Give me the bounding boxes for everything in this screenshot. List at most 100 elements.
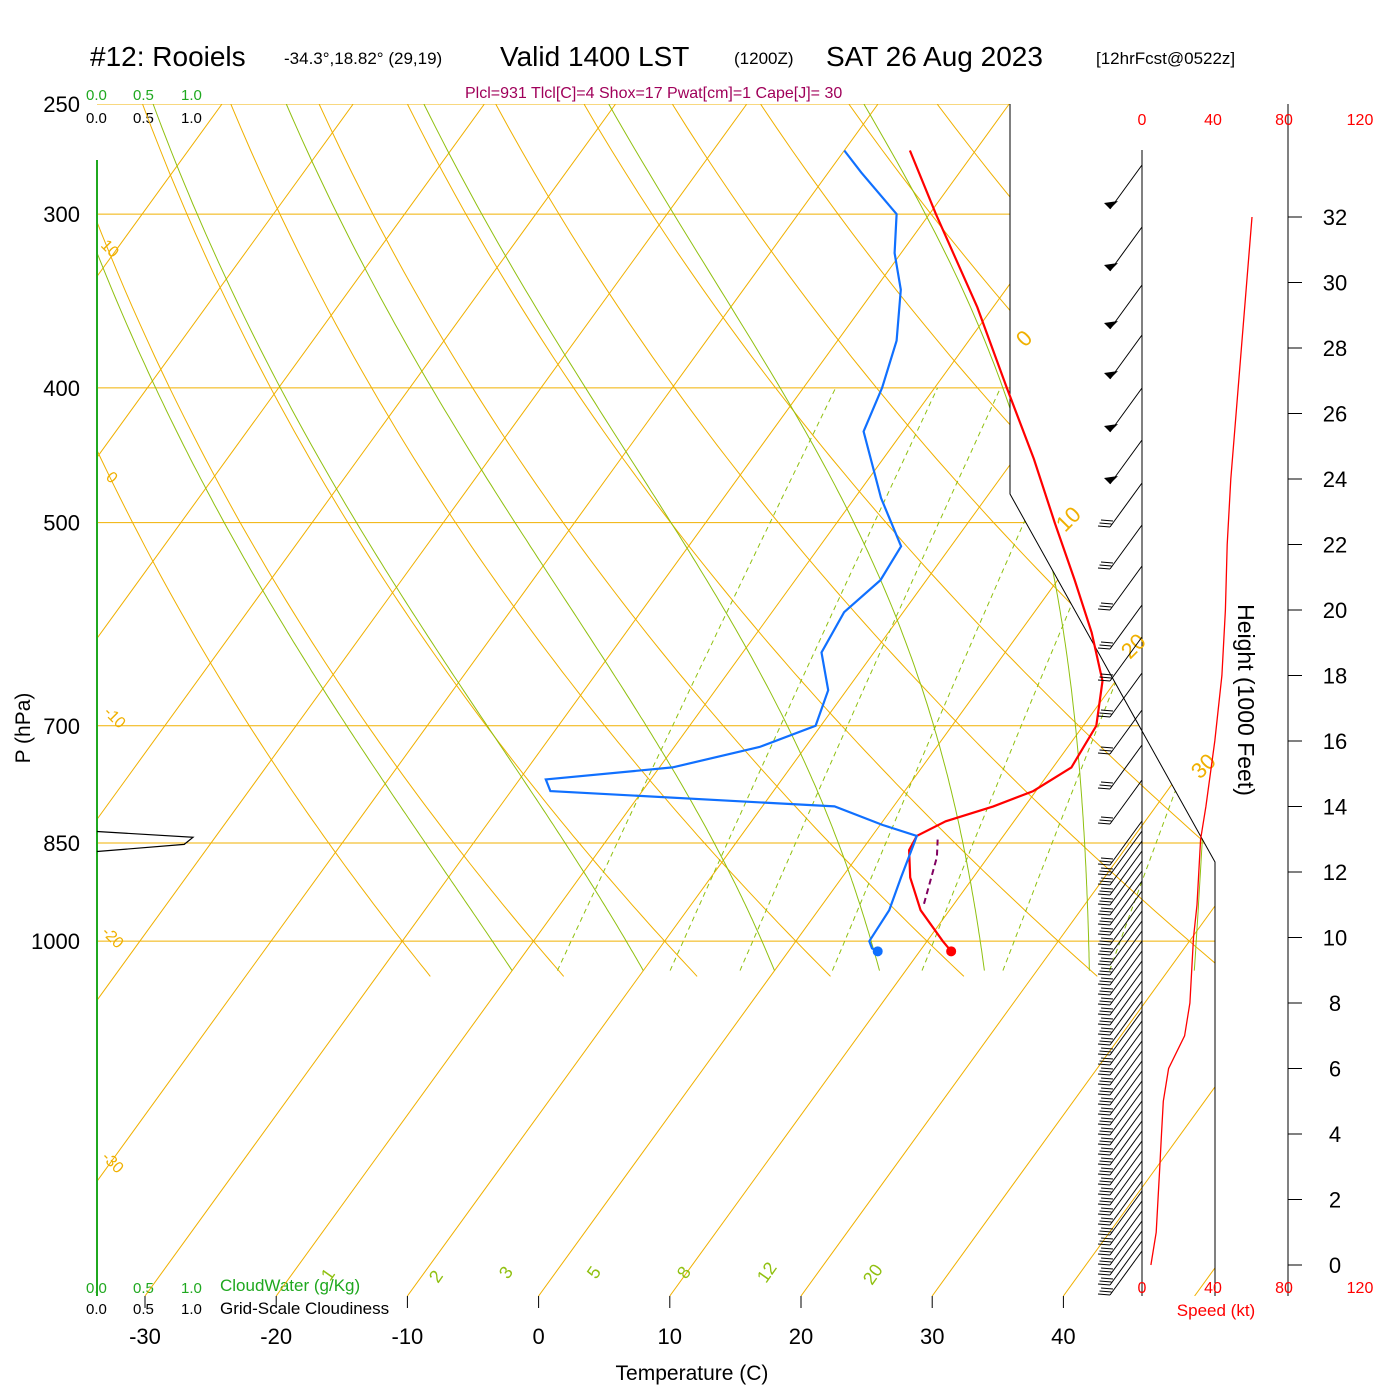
wind-barb-feather: [1100, 1107, 1114, 1110]
wind-barb-feather: [1097, 715, 1111, 718]
wind-barb-feather: [1097, 679, 1111, 682]
theta-label: 10: [1051, 502, 1086, 537]
wind-barb: [1097, 744, 1143, 790]
wind-barb-feather: [1099, 1120, 1112, 1123]
wind-barb-feather: [1100, 1047, 1114, 1050]
wind-barb-feather: [1100, 1187, 1114, 1190]
sounding-profiles: [544, 149, 1104, 957]
wind-barb-feather: [1099, 1150, 1112, 1153]
wind-barb: [1097, 1250, 1143, 1296]
wind-barb-feather: [1097, 933, 1111, 936]
speed-tick-top: 120: [1347, 112, 1374, 129]
wind-barb-feather: [1099, 1210, 1112, 1213]
wind-barb-staff: [1109, 1080, 1143, 1126]
wind-barb-staff: [1109, 779, 1143, 825]
wind-barb-staff: [1109, 1040, 1143, 1086]
bottom-cloudiness-tick-1: 0.5: [133, 1301, 154, 1318]
height-axis-title: Height (1000 Feet): [1233, 604, 1259, 796]
wind-barb: [1097, 980, 1143, 1026]
mixing-ratio-line: [1002, 387, 1215, 971]
wind-barb-feather: [1100, 1227, 1114, 1230]
wind-barb-feather: [1099, 980, 1112, 983]
isotherm: [97, 104, 879, 1296]
wind-barb-feather: [1097, 1013, 1111, 1016]
temperature-tick-label: 40: [1051, 1324, 1075, 1349]
wind-barb-feather: [1099, 880, 1112, 883]
wind-barb-feather: [1100, 1147, 1114, 1150]
station-title: #12: Rooiels: [90, 41, 246, 72]
height-tick-label: 26: [1323, 402, 1347, 427]
wind-barb-feather: [1100, 857, 1114, 860]
height-tick-label: 30: [1323, 271, 1347, 296]
wind-barb-feather: [1097, 1183, 1111, 1186]
wind-barb: [1097, 960, 1143, 1006]
wind-barb-feather: [1097, 1223, 1111, 1226]
top-cloudiness-tick-0: 0.0: [86, 110, 107, 127]
station-coords: -34.3°,18.82° (29,19): [284, 49, 442, 68]
wind-barb-staff: [1109, 1150, 1143, 1196]
wind-barb-feather: [1099, 1250, 1112, 1253]
wind-barb-feather: [1100, 947, 1114, 950]
wind-barb: [1097, 636, 1143, 682]
wind-barb-feather: [1100, 1287, 1114, 1290]
mixing-ratio-line: [739, 387, 1001, 971]
wind-barb-feather: [1100, 641, 1114, 644]
wind-barb: [1097, 1010, 1143, 1056]
wind-barb-feather: [1099, 1160, 1112, 1163]
wind-barb-staff: [1109, 1110, 1143, 1156]
speed-tick-bottom: 40: [1204, 1280, 1222, 1297]
wind-barb-feather: [1100, 997, 1114, 1000]
wind-barb-feather: [1100, 746, 1114, 749]
wind-barb-staff: [1109, 1190, 1143, 1236]
wind-barb-feather: [1097, 1103, 1111, 1106]
wind-barb-feather: [1099, 890, 1112, 893]
wind-barb: [1097, 1160, 1143, 1206]
mixing-ratio-line: [556, 387, 837, 971]
temperature-tick-label: -20: [260, 1324, 292, 1349]
wind-barb: [1097, 1120, 1143, 1166]
temperature-line: [907, 150, 1104, 953]
wind-barb-feather: [1099, 900, 1112, 903]
wind-barb-feather: [1099, 960, 1112, 963]
wind-barb: [1097, 1240, 1143, 1286]
cloudwater-label: CloudWater (g/Kg): [220, 1276, 360, 1295]
top-cloudiness-tick-2: 1.0: [181, 110, 202, 127]
dry-adiabat: [495, 104, 1215, 977]
wind-barb-feather: [1100, 1167, 1114, 1170]
bottom-cloudwater-tick-1: 0.5: [133, 1280, 154, 1297]
height-tick-label: 32: [1323, 205, 1347, 230]
wind-barb: [1097, 890, 1143, 936]
wind-barb: [1097, 1070, 1143, 1116]
wind-barb-flag: [1104, 321, 1118, 329]
theta-left-label: -20: [98, 924, 126, 952]
wind-barb-feather: [1097, 752, 1111, 755]
wind-barb-feather: [1097, 1253, 1111, 1256]
wind-barb-feather: [1099, 1140, 1112, 1143]
wind-barb-feather: [1099, 819, 1112, 822]
wind-barb: [1097, 1060, 1143, 1106]
wind-barb: [1097, 820, 1143, 866]
dry-adiabat: [1379, 104, 1400, 976]
wind-barb-feather: [1097, 1173, 1111, 1176]
wind-barb: [1097, 1140, 1143, 1186]
speed-axis-title: Speed (kt): [1177, 1301, 1255, 1320]
wind-barb-staff: [1109, 744, 1143, 790]
wind-barb-feather: [1097, 525, 1111, 528]
wind-barb-feather: [1100, 1087, 1114, 1090]
isotherm: [800, 104, 1215, 1296]
wind-barb-feather: [1099, 910, 1112, 913]
wind-barb-feather: [1100, 937, 1114, 940]
wind-barb-feather: [1100, 1027, 1114, 1030]
dry-adiabat: [318, 104, 965, 977]
wind-barb-feather: [1100, 907, 1114, 910]
wind-barb-staff: [1109, 1120, 1143, 1166]
wind-barb: [1104, 387, 1143, 433]
wind-barb-feather: [1097, 1243, 1111, 1246]
wind-barb: [1097, 1210, 1143, 1256]
theta-label: 0: [1011, 325, 1037, 351]
wind-barb-feather: [1099, 1030, 1112, 1033]
wind-barb-feather: [1097, 913, 1111, 916]
wind-barb: [1097, 1040, 1143, 1086]
parcel-line: [923, 835, 939, 905]
